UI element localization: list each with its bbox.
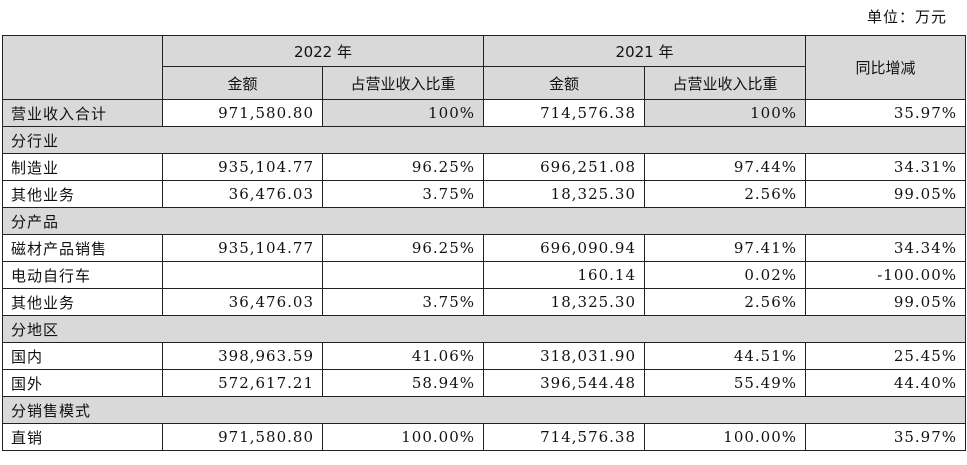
amount-2022: 398,963.59 — [162, 342, 323, 370]
yoy-change: 99.05% — [805, 288, 967, 316]
total-ratio-2021: 100% — [644, 99, 807, 127]
row-label: 国内 — [2, 342, 163, 370]
header-yoy: 同比增减 — [805, 35, 967, 100]
ratio-2022: 96.25% — [321, 234, 485, 262]
ratio-2022: 3.75% — [321, 288, 485, 316]
ratio-2021: 97.41% — [644, 234, 807, 262]
section-row-industry: 分行业 — [1, 126, 967, 154]
yoy-change: 35.97% — [805, 423, 967, 451]
yoy-change: 34.31% — [805, 153, 967, 181]
header-year-2021: 2021 年 — [483, 35, 807, 67]
total-row: 营业收入合计 971,580.80 100% 714,576.38 100% 3… — [2, 99, 967, 127]
header-ratio-2021: 占营业收入比重 — [644, 66, 807, 100]
header-amount-2022: 金额 — [162, 66, 323, 100]
ratio-2022: 41.06% — [321, 342, 485, 370]
amount-2021: 396,544.48 — [483, 369, 646, 397]
ratio-2022: 96.25% — [321, 153, 485, 181]
amount-2022: 971,580.80 — [162, 423, 323, 451]
section-title: 分地区 — [1, 315, 967, 343]
row-label: 其他业务 — [2, 180, 163, 208]
yoy-change: 99.05% — [805, 180, 967, 208]
header-year-2022: 2022 年 — [161, 35, 485, 67]
ratio-2021: 2.56% — [644, 288, 807, 316]
yoy-change: -100.00% — [805, 261, 967, 289]
section-row-sales-model: 分销售模式 — [1, 396, 967, 424]
amount-2021: 696,090.94 — [483, 234, 646, 262]
amount-2022: 935,104.77 — [162, 153, 323, 181]
amount-2021: 696,251.08 — [483, 153, 646, 181]
row-label: 磁材产品销售 — [2, 234, 163, 262]
header-ratio-2022: 占营业收入比重 — [321, 66, 485, 100]
section-row-product: 分产品 — [1, 207, 967, 235]
total-amount-2022: 971,580.80 — [162, 99, 323, 127]
revenue-table: 2022 年 2021 年 同比增减 金额 占营业收入比重 金额 占营业收入比重… — [1, 35, 967, 451]
ratio-2021: 0.02% — [644, 261, 807, 289]
row-label: 电动自行车 — [2, 261, 163, 289]
section-title: 分行业 — [1, 126, 967, 154]
table-row: 磁材产品销售 935,104.77 96.25% 696,090.94 97.4… — [2, 234, 967, 262]
ratio-2021: 44.51% — [644, 342, 807, 370]
header-blank — [2, 35, 163, 100]
row-label: 直销 — [2, 423, 163, 451]
row-label: 国外 — [2, 369, 163, 397]
table-row: 国外 572,617.21 58.94% 396,544.48 55.49% 4… — [2, 369, 967, 397]
yoy-change: 44.40% — [805, 369, 967, 397]
yoy-change: 25.45% — [805, 342, 967, 370]
section-title: 分产品 — [1, 207, 967, 235]
table-row: 国内 398,963.59 41.06% 318,031.90 44.51% 2… — [2, 342, 967, 370]
ratio-2022: 58.94% — [321, 369, 485, 397]
amount-2021: 18,325.30 — [483, 180, 646, 208]
row-label: 其他业务 — [2, 288, 163, 316]
ratio-2021: 100.00% — [644, 423, 807, 451]
table-row: 其他业务 36,476.03 3.75% 18,325.30 2.56% 99.… — [2, 288, 967, 316]
header-row-columns: 金额 占营业收入比重 金额 占营业收入比重 — [3, 66, 966, 100]
ratio-2021: 2.56% — [644, 180, 807, 208]
header-row-years: 2022 年 2021 年 同比增减 — [2, 35, 967, 100]
ratio-2021: 97.44% — [644, 153, 807, 181]
ratio-2022: 100.00% — [321, 423, 485, 451]
row-label: 制造业 — [2, 153, 163, 181]
amount-2022: 935,104.77 — [162, 234, 323, 262]
amount-2021: 714,576.38 — [483, 423, 646, 451]
section-title: 分销售模式 — [1, 396, 967, 424]
table-row: 电动自行车 160.14 0.02% -100.00% — [2, 261, 967, 289]
total-amount-2021: 714,576.38 — [483, 99, 646, 127]
amount-2022 — [162, 261, 323, 289]
table-row: 制造业 935,104.77 96.25% 696,251.08 97.44% … — [2, 153, 967, 181]
unit-note: 单位：万元 — [866, 8, 947, 26]
amount-2022: 36,476.03 — [162, 288, 323, 316]
ratio-2022 — [321, 261, 485, 289]
amount-2022: 36,476.03 — [162, 180, 323, 208]
total-label: 营业收入合计 — [2, 99, 163, 127]
amount-2021: 160.14 — [483, 261, 646, 289]
yoy-change: 34.34% — [805, 234, 967, 262]
section-row-region: 分地区 — [1, 315, 967, 343]
table-row: 直销 971,580.80 100.00% 714,576.38 100.00%… — [2, 423, 967, 451]
total-ratio-2022: 100% — [321, 99, 485, 127]
amount-2021: 18,325.30 — [483, 288, 646, 316]
total-yoy: 35.97% — [805, 99, 967, 127]
table-row: 其他业务 36,476.03 3.75% 18,325.30 2.56% 99.… — [2, 180, 967, 208]
ratio-2021: 55.49% — [644, 369, 807, 397]
amount-2022: 572,617.21 — [162, 369, 323, 397]
header-amount-2021: 金额 — [483, 66, 646, 100]
ratio-2022: 3.75% — [321, 180, 485, 208]
amount-2021: 318,031.90 — [483, 342, 646, 370]
